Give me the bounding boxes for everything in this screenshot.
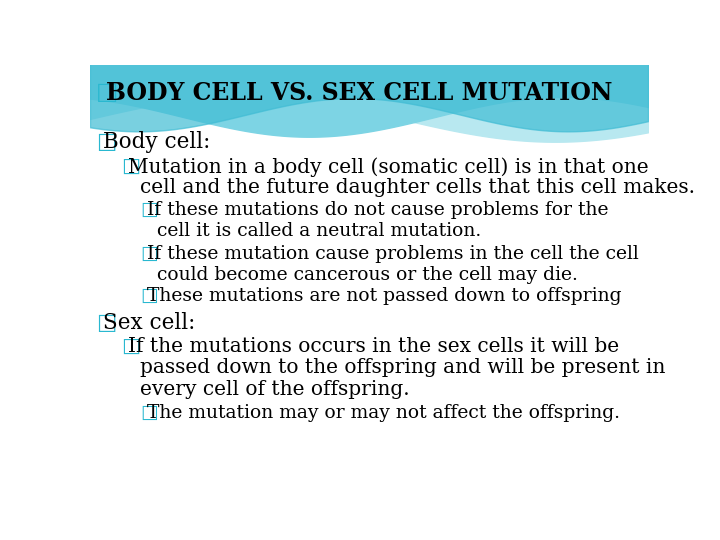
Text: □: □ [140,201,158,219]
Text: The mutation may or may not affect the offspring.: The mutation may or may not affect the o… [147,404,620,422]
Text: If the mutations occurs in the sex cells it will be: If the mutations occurs in the sex cells… [127,337,618,356]
Text: □: □ [96,131,116,153]
Text: These mutations are not passed down to offspring: These mutations are not passed down to o… [147,287,621,305]
Text: cell it is called a neutral mutation.: cell it is called a neutral mutation. [157,222,481,240]
Text: □: □ [140,287,158,305]
Text: Sex cell:: Sex cell: [103,312,195,334]
Text: □: □ [121,337,140,356]
Text: □: □ [140,245,158,263]
Text: □: □ [96,82,118,104]
Text: □: □ [121,157,140,176]
Text: If these mutation cause problems in the cell the cell: If these mutation cause problems in the … [147,245,639,263]
Text: every cell of the offspring.: every cell of the offspring. [140,380,410,399]
Text: BODY CELL VS. SEX CELL MUTATION: BODY CELL VS. SEX CELL MUTATION [106,82,612,105]
Text: cell and the future daughter cells that this cell makes.: cell and the future daughter cells that … [140,178,696,197]
Text: □: □ [96,312,116,334]
Text: □: □ [140,404,158,422]
Text: Body cell:: Body cell: [103,131,210,153]
Text: passed down to the offspring and will be present in: passed down to the offspring and will be… [140,359,665,377]
Text: Mutation in a body cell (somatic cell) is in that one: Mutation in a body cell (somatic cell) i… [127,157,648,177]
Text: If these mutations do not cause problems for the: If these mutations do not cause problems… [147,201,608,219]
Text: could become cancerous or the cell may die.: could become cancerous or the cell may d… [157,266,578,284]
